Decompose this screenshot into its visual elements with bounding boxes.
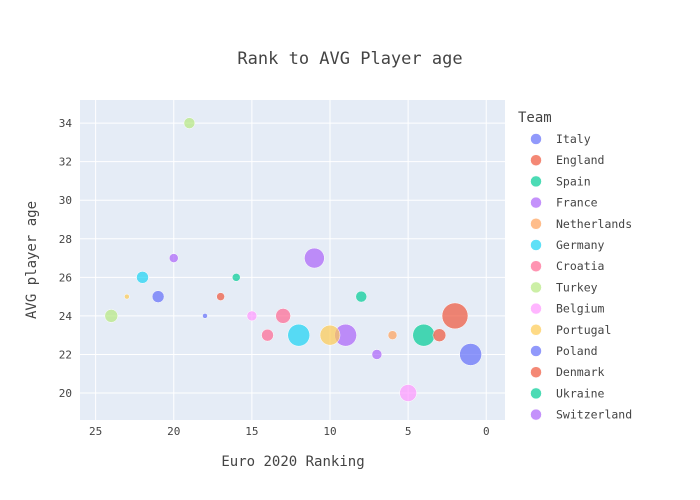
legend-marker [530, 133, 542, 145]
legend-item-belgium[interactable]: Belgium [530, 302, 605, 316]
legend-item-netherlands[interactable]: Netherlands [530, 217, 633, 231]
legend-item-denmark[interactable]: Denmark [530, 365, 605, 379]
data-point-england[interactable] [216, 292, 225, 301]
gridlines [80, 100, 505, 420]
legend-marker [530, 302, 542, 315]
legend-marker [530, 239, 542, 251]
legend-item-france[interactable]: France [530, 196, 598, 210]
legend[interactable]: Team Italy England Spain France Netherlands G… [518, 110, 632, 422]
legend-marker [530, 218, 542, 230]
data-point-turkey[interactable] [183, 117, 196, 129]
data-point-germany[interactable] [287, 323, 310, 347]
legend-marker [530, 154, 542, 166]
legend-marker [530, 175, 542, 188]
legend-item-switzerland[interactable]: Switzerland [530, 408, 633, 422]
data-point-spain[interactable] [232, 273, 241, 282]
data-point-netherlands[interactable] [387, 330, 398, 340]
data-point-ukraine[interactable] [355, 290, 367, 303]
data-point-croatia[interactable] [261, 328, 274, 342]
legend-label: Netherlands [556, 217, 632, 231]
legend-item-spain[interactable]: Spain [530, 174, 591, 188]
y-tick-label: 26 [59, 271, 72, 284]
data-point-france[interactable] [371, 349, 383, 360]
y-tick-label: 20 [59, 387, 72, 400]
legend-marker [530, 196, 542, 209]
axis-ticks: 25 20 15 10 5 0 20 22 24 26 28 30 32 34 [59, 117, 490, 438]
data-point-italy[interactable] [459, 343, 482, 366]
x-tick-label: 15 [245, 425, 258, 438]
legend-marker [530, 366, 542, 378]
legend-marker [530, 281, 542, 294]
data-point-germany[interactable] [136, 271, 149, 284]
x-tick-label: 25 [89, 425, 102, 438]
y-axis-title: AVG player age [24, 201, 40, 319]
legend-item-ukraine[interactable]: Ukraine [530, 386, 605, 400]
legend-label: Portugal [556, 323, 611, 337]
data-points [104, 117, 482, 402]
data-point-france[interactable] [304, 247, 325, 269]
data-point-italy[interactable] [202, 313, 208, 319]
data-point-denmark[interactable] [432, 328, 447, 342]
legend-items[interactable]: Italy England Spain France Netherlands German… [530, 132, 633, 422]
legend-label: Croatia [556, 259, 604, 273]
data-point-england[interactable] [441, 302, 469, 330]
legend-marker [530, 260, 542, 272]
legend-marker [530, 408, 542, 421]
y-tick-label: 24 [59, 310, 73, 323]
legend-label: Belgium [556, 302, 605, 316]
data-point-portugal[interactable] [124, 293, 130, 300]
legend-marker [530, 387, 542, 400]
legend-item-croatia[interactable]: Croatia [530, 259, 605, 273]
data-point-spain[interactable] [412, 323, 435, 347]
y-tick-label: 32 [59, 156, 72, 169]
data-point-poland[interactable] [151, 290, 165, 303]
data-point-croatia[interactable] [275, 308, 291, 324]
legend-label: Italy [556, 132, 591, 146]
data-point-belgium[interactable] [246, 310, 258, 322]
plot-area [80, 100, 505, 420]
legend-item-portugal[interactable]: Portugal [530, 323, 612, 337]
legend-item-germany[interactable]: Germany [530, 238, 605, 252]
data-point-portugal[interactable] [319, 324, 341, 346]
y-tick-label: 30 [59, 194, 72, 207]
legend-label: England [556, 153, 604, 167]
legend-label: Ukraine [556, 386, 605, 400]
y-tick-label: 28 [59, 233, 72, 246]
legend-marker [530, 345, 542, 357]
legend-label: Denmark [556, 365, 605, 379]
legend-item-italy[interactable]: Italy [530, 132, 591, 146]
legend-item-england[interactable]: England [530, 153, 605, 167]
legend-label: Germany [556, 238, 605, 252]
legend-label: Poland [556, 344, 598, 358]
legend-label: Spain [556, 174, 591, 188]
data-point-turkey[interactable] [104, 309, 118, 323]
x-axis-title: Euro 2020 Ranking [221, 454, 364, 470]
legend-label: Turkey [556, 280, 598, 294]
x-tick-label: 5 [405, 425, 412, 438]
x-tick-label: 0 [483, 425, 490, 438]
data-point-switzerland[interactable] [169, 253, 179, 263]
y-tick-label: 34 [59, 117, 73, 130]
legend-item-turkey[interactable]: Turkey [530, 280, 598, 294]
legend-marker [530, 324, 542, 336]
legend-item-poland[interactable]: Poland [530, 344, 598, 358]
x-tick-label: 20 [167, 425, 180, 438]
legend-label: France [556, 196, 598, 210]
legend-label: Switzerland [556, 408, 632, 422]
y-tick-label: 22 [59, 348, 72, 361]
legend-title: Team [518, 110, 552, 126]
chart-title: Rank to AVG Player age [237, 49, 462, 69]
data-point-belgium[interactable] [399, 384, 417, 402]
x-tick-label: 10 [323, 425, 336, 438]
